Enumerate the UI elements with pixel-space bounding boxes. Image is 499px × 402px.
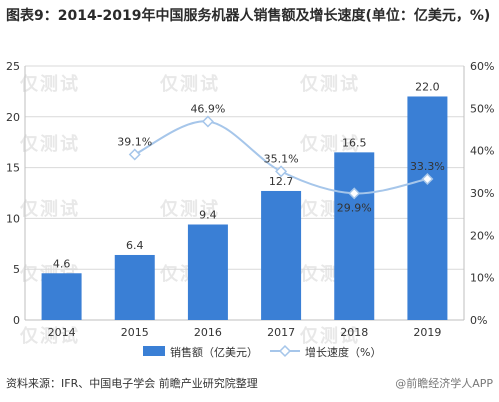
growth-value-label: 46.9% (190, 102, 225, 115)
y-right-tick-label: 0% (470, 314, 487, 327)
growth-point (348, 187, 361, 200)
bar-value-label: 4.6 (53, 257, 71, 270)
source-note: 资料来源：IFR、中国电子学会 前瞻产业研究院整理 (6, 377, 258, 390)
bar (407, 96, 448, 320)
bar (334, 152, 375, 320)
bar (41, 273, 82, 320)
x-tick-label: 2018 (340, 326, 368, 339)
y-right-tick-label: 10% (470, 272, 494, 285)
bar-value-label: 12.7 (269, 175, 294, 188)
x-tick-label: 2016 (194, 326, 222, 339)
y-left-tick-label: 20 (6, 111, 20, 124)
growth-value-label: 29.9% (337, 201, 372, 214)
y-left-tick-label: 25 (6, 60, 20, 73)
chart-title: 图表9：2014-2019年中国服务机器人销售额及增长速度(单位：亿美元，%) (6, 8, 491, 24)
bar (114, 254, 155, 320)
legend-swatch-marker (278, 344, 292, 358)
growth-value-label: 39.1% (117, 135, 152, 148)
growth-point (275, 165, 288, 178)
legend-swatch-bar (143, 346, 165, 356)
y-left-tick-label: 5 (13, 263, 20, 276)
bar-value-label: 22.0 (415, 80, 440, 93)
growth-value-label: 33.3% (410, 160, 445, 173)
bar-value-label: 6.4 (126, 239, 144, 252)
growth-point (128, 148, 141, 161)
y-left-tick-label: 10 (6, 212, 20, 225)
y-right-tick-label: 50% (470, 102, 494, 115)
bar-value-label: 16.5 (342, 136, 367, 149)
x-tick-label: 2017 (267, 326, 295, 339)
y-right-tick-label: 30% (470, 187, 494, 200)
x-tick-label: 2015 (121, 326, 149, 339)
bar (187, 224, 228, 320)
x-tick-label: 2014 (48, 326, 76, 339)
y-right-tick-label: 40% (470, 145, 494, 158)
growth-point (201, 115, 214, 128)
source-credit: @前瞻经济学人APP (395, 377, 493, 390)
y-left-tick-label: 15 (6, 162, 20, 175)
growth-value-label: 35.1% (264, 152, 299, 165)
bar-value-label: 9.4 (199, 208, 217, 221)
legend-label-bar: 销售额（亿美元） (170, 345, 258, 359)
growth-point (421, 173, 434, 186)
y-right-tick-label: 60% (470, 60, 494, 73)
y-right-tick-label: 20% (470, 229, 494, 242)
bar (261, 190, 302, 320)
x-tick-label: 2019 (413, 326, 441, 339)
y-left-tick-label: 0 (13, 314, 20, 327)
legend-label-line: 增长速度（%） (305, 345, 381, 359)
